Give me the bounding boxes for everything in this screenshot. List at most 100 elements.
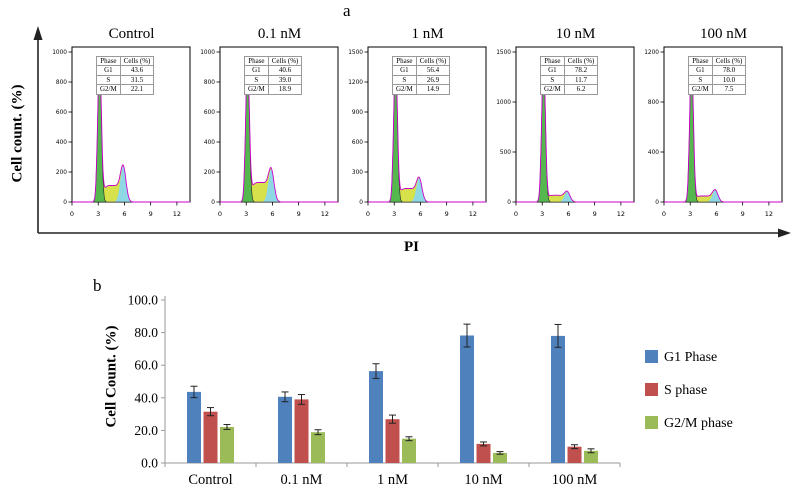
phase-table-cell: 56.4: [415, 65, 451, 76]
phase-table-header-cell: Cells (%): [563, 55, 599, 67]
phase-table-cell: G1: [540, 65, 565, 76]
phase-table-header-cell: Cells (%): [267, 55, 303, 67]
legend-label-s-phase: S phase: [664, 383, 707, 398]
x-tick-label: 12: [321, 210, 329, 218]
phase-table-cell: 78.0: [711, 65, 747, 76]
y-tick-label: 800: [204, 80, 215, 86]
y-tick-label: 300: [352, 170, 363, 176]
y-tick-label: 0: [63, 200, 67, 206]
phase-table-cell: 78.2: [563, 65, 599, 76]
x-tick-label: 0: [218, 210, 222, 218]
y-tick-label: 200: [56, 170, 67, 176]
x-tick-label: 3: [244, 210, 248, 218]
phase-table-cell: G2/M: [244, 84, 269, 95]
model-envelope-line: [368, 58, 486, 203]
phase-table-row: S 10.0: [688, 74, 747, 86]
bar-category-label: Control: [188, 472, 232, 488]
phase-table-row: G2/M 7.5: [688, 84, 747, 95]
legend-swatch-s-phase: [645, 383, 658, 396]
phase-table-row: G2/M 18.9: [244, 84, 303, 95]
bar-y-tick-label: 40.0: [134, 390, 158, 405]
phase-table-cell: G1: [392, 65, 417, 76]
phase-table-header-cell: Phase: [244, 55, 269, 67]
phase-table-cell: 22.1: [119, 84, 155, 95]
y-tick-label: 600: [56, 110, 67, 116]
panel-a-x-axis-label: PI: [404, 239, 419, 255]
phase-table-header-row: Phase Cells (%): [392, 55, 451, 67]
phase-table-cell: 31.5: [119, 74, 155, 86]
bar-g2-m-phase-10-nm: [493, 452, 507, 463]
phase-table-header-cell: Cells (%): [119, 55, 155, 67]
flow-plot-title: 100 nM: [699, 26, 748, 42]
y-tick-label: 1500: [496, 50, 511, 56]
bar-s-phase-0-1-nm: [294, 399, 309, 463]
phase-table-header-cell: Phase: [688, 55, 713, 67]
y-tick-label: 600: [352, 140, 363, 146]
phase-table-cell: S: [96, 74, 121, 86]
bar-y-tick-label: 80.0: [134, 325, 158, 340]
bar-s-phase-1-nm: [385, 419, 400, 463]
phase-table-cell: S: [244, 74, 269, 86]
legend-label-g2-m-phase: G2/M phase: [664, 416, 733, 431]
model-envelope-line: [516, 59, 634, 203]
phase-table-cell: 18.9: [267, 84, 303, 95]
phase-table-cell: G2/M: [392, 84, 417, 95]
y-tick-label: 200: [204, 170, 215, 176]
bar-y-tick-label: 0.0: [141, 456, 158, 471]
phase-table-row: S 26.9: [392, 74, 451, 86]
x-tick-label: 0: [662, 210, 666, 218]
phase-table-header-cell: Phase: [392, 55, 417, 67]
phase-table-cell: G2/M: [688, 84, 713, 95]
bar-g1-phase-0-1-nm: [278, 396, 292, 463]
bar-g2-m-phase-control: [220, 427, 234, 463]
x-tick-label: 9: [741, 210, 745, 218]
bar-category-label: 100 nM: [552, 472, 598, 488]
bar-g1-phase-1-nm: [369, 371, 383, 463]
y-tick-label: 1200: [644, 50, 659, 56]
flow-histogram-row: Control 0 3 6 9 12 1000 800 600 400 200 0 Phase Cells…: [52, 26, 783, 229]
y-tick-label: 0: [655, 200, 659, 206]
phase-table-cell: 39.0: [267, 74, 303, 86]
x-tick-label: 3: [392, 210, 396, 218]
phase-table-cell: 14.9: [415, 84, 451, 95]
phase-table-row: S 31.5: [96, 74, 155, 86]
phase-table-cell: G2/M: [540, 84, 565, 95]
phase-table-cell: 7.5: [711, 84, 747, 95]
legend-label-g1-phase: G1 Phase: [664, 350, 717, 365]
y-tick-label: 1000: [200, 50, 215, 56]
phase-table-row: S 39.0: [244, 74, 303, 86]
bar-s-phase-10-nm: [476, 443, 491, 463]
phase-table-cell: S: [392, 74, 417, 86]
phase-table-cell: 6.2: [563, 84, 599, 95]
flow-panel-control: Control 0 3 6 9 12 1000 800 600 400 200 0 Phase Cells…: [52, 26, 191, 229]
bar-g1-phase-100-nm: [551, 335, 565, 463]
phase-table-cell: G1: [96, 65, 121, 76]
phase-table-row: S 11.7: [540, 74, 599, 86]
flow-histogram: 0 3 6 9 12 1500 1000 500 0: [496, 46, 635, 218]
bar-y-tick-label: 60.0: [134, 358, 158, 373]
bar-g1-phase-10-nm: [460, 335, 474, 463]
flow-plot-title: Control: [108, 26, 155, 42]
flow-panel-10-nm: 10 nM 0 3 6 9 12 1500 1000 500 0 Phase Cells (%) G1 7…: [496, 26, 635, 229]
flow-plot-title: 1 nM: [411, 26, 444, 42]
phase-table-cell: G1: [688, 65, 713, 76]
y-tick-label: 0: [211, 200, 215, 206]
y-tick-label: 900: [352, 110, 363, 116]
x-axis-arrowhead-icon: [778, 228, 791, 238]
phase-table-cell: 40.6: [267, 65, 303, 76]
phase-table-header-row: Phase Cells (%): [688, 55, 747, 67]
x-tick-label: 6: [418, 210, 422, 218]
x-tick-label: 9: [593, 210, 597, 218]
phase-table: Phase Cells (%) G1 56.4 S 26.9 G2/M 14.9: [392, 55, 451, 95]
phase-table-row: G2/M 6.2: [540, 84, 599, 95]
phase-table: Phase Cells (%) G1 78.0 S 10.0 G2/M 7.5: [688, 55, 747, 95]
bar-category-label: 0.1 nM: [281, 472, 323, 488]
phase-table-header-row: Phase Cells (%): [540, 55, 599, 67]
phase-table-cell: G1: [244, 65, 269, 76]
x-tick-label: 9: [149, 210, 153, 218]
x-tick-label: 0: [514, 210, 518, 218]
y-tick-label: 800: [56, 80, 67, 86]
flow-panel-1-nm: 1 nM 0 3 6 9 12 1500 1200 900 600 300 0 Phase Cells (…: [348, 26, 487, 229]
x-tick-label: 6: [270, 210, 274, 218]
